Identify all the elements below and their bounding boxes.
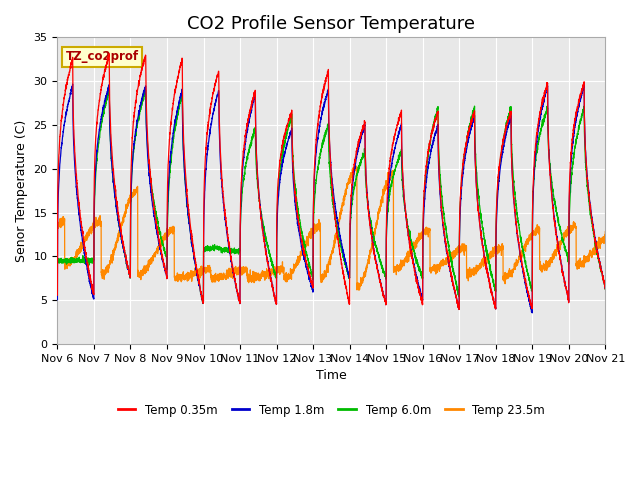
X-axis label: Time: Time (316, 369, 347, 382)
Y-axis label: Senor Temperature (C): Senor Temperature (C) (15, 120, 28, 262)
Legend: Temp 0.35m, Temp 1.8m, Temp 6.0m, Temp 23.5m: Temp 0.35m, Temp 1.8m, Temp 6.0m, Temp 2… (113, 399, 550, 421)
Title: CO2 Profile Sensor Temperature: CO2 Profile Sensor Temperature (188, 15, 476, 33)
Text: TZ_co2prof: TZ_co2prof (66, 50, 139, 63)
